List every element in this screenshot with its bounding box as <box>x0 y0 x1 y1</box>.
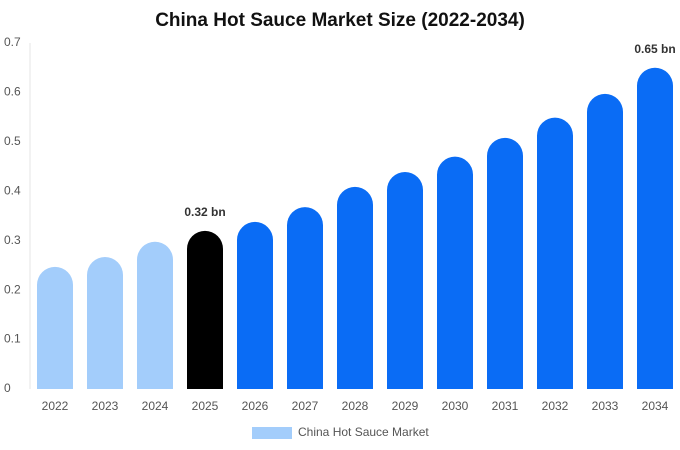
bar <box>237 221 273 389</box>
x-tick-label: 2026 <box>242 399 269 413</box>
bar <box>87 257 123 389</box>
bar <box>187 230 223 389</box>
x-tick-label: 2025 <box>192 399 219 413</box>
y-tick-label: 0.2 <box>4 282 21 296</box>
x-tick-label: 2032 <box>542 399 569 413</box>
x-tick-label: 2029 <box>392 399 419 413</box>
y-tick-label: 0.7 <box>4 35 21 49</box>
value-label: 0.32 bn <box>184 205 225 219</box>
x-tick-label: 2022 <box>42 399 69 413</box>
chart-title: China Hot Sauce Market Size (2022-2034) <box>155 10 525 31</box>
legend-label: China Hot Sauce Market <box>298 425 429 439</box>
bar <box>437 156 473 389</box>
x-tick-label: 2031 <box>492 399 519 413</box>
bar <box>37 266 73 389</box>
x-tick-label: 2024 <box>142 399 169 413</box>
y-tick-label: 0.3 <box>4 233 21 247</box>
x-tick-label: 2033 <box>592 399 619 413</box>
x-tick-label: 2034 <box>642 399 669 413</box>
x-tick-label: 2023 <box>92 399 119 413</box>
value-label: 0.65 bn <box>634 42 675 56</box>
y-tick-label: 0.6 <box>4 85 21 99</box>
x-tick-label: 2030 <box>442 399 469 413</box>
bar <box>337 186 373 389</box>
y-tick-label: 0.5 <box>4 134 21 148</box>
bar <box>287 207 323 389</box>
bar <box>387 172 423 389</box>
y-tick-label: 0.4 <box>4 183 21 197</box>
x-tick-label: 2028 <box>342 399 369 413</box>
y-tick-label: 0 <box>4 381 11 395</box>
bar <box>637 67 673 389</box>
y-tick-label: 0.1 <box>4 332 21 346</box>
legend-swatch <box>252 427 292 439</box>
bar <box>587 93 623 389</box>
bar <box>137 241 173 389</box>
x-tick-label: 2027 <box>292 399 319 413</box>
bar <box>537 117 573 389</box>
bar <box>487 137 523 389</box>
